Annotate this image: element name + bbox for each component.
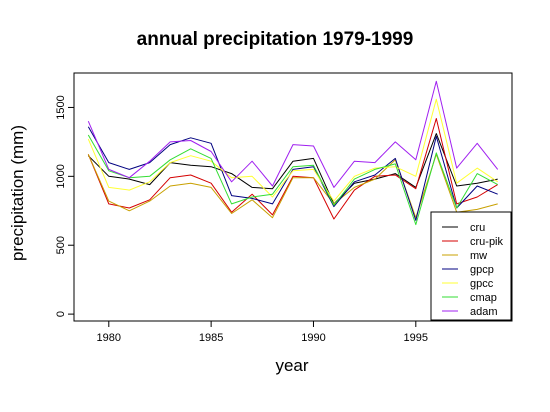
series-line-mw — [87, 153, 498, 219]
x-axis-label: year — [275, 356, 309, 375]
legend-label-gpcc: gpcc — [470, 278, 494, 290]
x-ticks: 1980 1985 1990 1995 — [97, 321, 428, 344]
series-lines — [87, 80, 499, 226]
y-ticks: 0 500 1000 1500 — [55, 95, 74, 317]
legend-label-cmap: cmap — [470, 292, 497, 304]
x-tick-label-1: 1985 — [199, 332, 223, 344]
y-tick-label-2: 1000 — [55, 164, 67, 188]
series-line-adam — [87, 80, 499, 188]
legend-box — [430, 211, 512, 321]
legend-label-adam: adam — [470, 306, 498, 318]
series-line-cru — [87, 133, 498, 205]
y-tick-label-0: 0 — [55, 311, 67, 317]
series-line-gpcp — [87, 126, 498, 221]
y-axis-label: precipitation (mm) — [8, 124, 27, 262]
y-tick-label-1: 500 — [55, 236, 67, 254]
series-line-cmap — [87, 134, 498, 226]
legend-label-cru-pik: cru-pik — [470, 236, 504, 248]
x-tick-label-3: 1995 — [404, 332, 428, 344]
chart-title: annual precipitation 1979-1999 — [136, 29, 414, 50]
y-tick-label-3: 1500 — [55, 95, 67, 119]
legend: cru cru-pik mw gpcp gpcc cmap adam — [430, 211, 512, 321]
series-line-gpcc — [87, 98, 498, 202]
legend-label-cru: cru — [470, 222, 485, 234]
series-line-cru-pik — [87, 118, 498, 220]
legend-label-mw: mw — [470, 250, 487, 262]
legend-label-gpcp: gpcp — [470, 264, 494, 276]
x-tick-label-0: 1980 — [97, 332, 121, 344]
x-tick-label-2: 1990 — [301, 332, 325, 344]
